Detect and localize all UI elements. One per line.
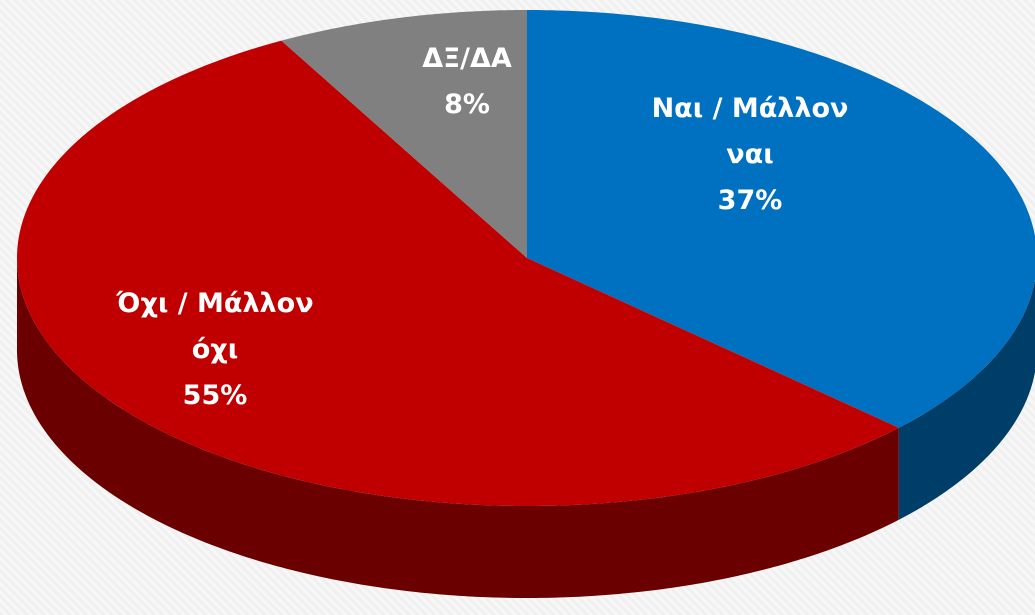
data-label: Ναι / Μάλλον ναι 37% xyxy=(625,86,875,224)
slice xyxy=(527,10,1035,428)
value-label: 55% xyxy=(182,380,248,411)
slice-side xyxy=(17,258,899,598)
category-label: Ναι / Μάλλον ναι xyxy=(651,93,849,170)
data-label: Όχι / Μάλλον όχι 55% xyxy=(90,281,340,419)
category-label: ΔΞ/ΔΑ xyxy=(422,43,512,74)
value-label: 37% xyxy=(717,185,783,216)
data-label: ΔΞ/ΔΑ 8% xyxy=(342,36,592,128)
slice-side xyxy=(898,279,1035,520)
slice xyxy=(17,40,899,506)
value-label: 8% xyxy=(444,89,490,120)
slice xyxy=(281,10,527,258)
category-label: Όχι / Μάλλον όχι xyxy=(116,288,314,365)
